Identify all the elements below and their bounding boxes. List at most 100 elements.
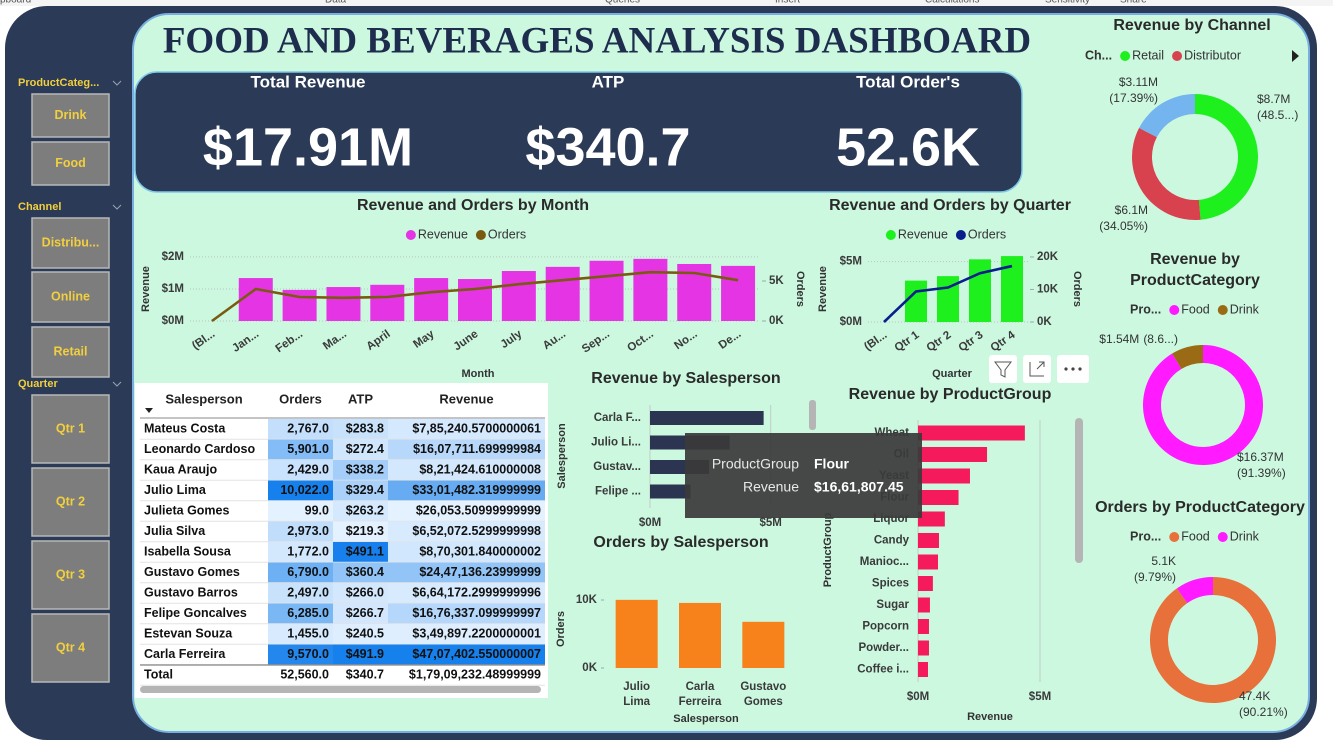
slicer-button[interactable]	[31, 613, 110, 683]
x-tick-label: $5M	[760, 517, 782, 529]
table-cell-bg	[333, 439, 388, 460]
data-label: 47.4K	[1239, 689, 1270, 703]
slicer-button[interactable]	[31, 141, 110, 186]
legend-label: Revenue	[418, 227, 468, 241]
line	[211, 270, 739, 323]
slicer-button[interactable]	[31, 217, 110, 269]
kpi-value: 52.6K	[836, 117, 980, 177]
legend-title: Pro...	[1130, 529, 1161, 543]
slicer-button[interactable]	[31, 271, 110, 323]
slicer-chevron[interactable]	[112, 80, 122, 86]
bar	[679, 602, 721, 668]
table-cell: 1,772.0	[287, 544, 329, 558]
table-cell-bg	[268, 562, 333, 583]
chart-title: Revenue and Orders by Quarter	[829, 197, 1071, 214]
table-cell: $24,47,136.23999999	[419, 565, 541, 579]
slicer-item: Retail	[53, 344, 87, 358]
slicer-item: Food	[55, 156, 86, 170]
slicer-button[interactable]	[31, 467, 110, 537]
legend-marker	[1217, 532, 1228, 542]
table-cell-bg	[268, 583, 333, 603]
x-tick-label-box: Carla Ferreira	[678, 681, 722, 708]
table-cell: $283.8	[346, 421, 384, 435]
table-cell-bg	[388, 439, 545, 460]
slicer-chevron[interactable]	[112, 381, 122, 387]
table-header: Revenue	[439, 391, 493, 406]
table-cell-bg	[333, 562, 388, 583]
chart-title: Orders by ProductCategory	[1095, 499, 1305, 516]
x-tick-label: Gustavo Gomes	[740, 681, 787, 708]
donut-segment	[1143, 345, 1263, 465]
table-cell-bg	[388, 542, 545, 562]
scrollbar[interactable]	[809, 400, 816, 430]
table-cell: $266.7	[346, 606, 384, 620]
ribbon-item: pboard	[0, 0, 31, 6]
legend-title: Pro...	[1130, 302, 1161, 316]
bar	[918, 490, 959, 505]
legend-arrow[interactable]	[1292, 50, 1299, 62]
bar	[918, 447, 988, 462]
table-cell: 1,455.0	[287, 626, 329, 640]
focus-glyph	[1029, 361, 1045, 377]
table-cell: $47,07,402.550000007	[412, 647, 541, 661]
axis-title: Salesperson	[556, 423, 568, 489]
table-cell: 10,022.0	[280, 483, 329, 497]
table-cell-bg	[268, 439, 333, 460]
axis-title: Month	[462, 368, 495, 380]
y-tick-label: Coffee i...	[857, 664, 909, 676]
y-tick-label: Gustav...	[593, 461, 641, 473]
tooltip-value: Flour	[814, 456, 850, 472]
legend: Revenue Orders	[885, 227, 1006, 241]
table-cell: $7,85,240.5700000061	[412, 421, 541, 435]
table-row-label: Leonardo Cardoso	[144, 442, 255, 456]
data-label: $3.11M	[1119, 75, 1158, 89]
filter-icon[interactable]	[989, 355, 1017, 383]
slicer-item: Qtr 3	[56, 567, 85, 581]
y-tick-label: Sugar	[876, 599, 909, 611]
bar	[918, 619, 929, 634]
tooltip-key: ProductGroup	[712, 456, 799, 472]
x-tick-label: Carla Ferreira	[678, 681, 722, 708]
table-cell: $16,07,711.699999984	[413, 442, 541, 456]
line	[883, 264, 1013, 323]
legend-label: Food	[1181, 529, 1210, 543]
slicer-button[interactable]	[31, 326, 110, 378]
slicer-button[interactable]	[31, 93, 110, 138]
bar	[545, 266, 580, 321]
axis-title: ProductGroup	[822, 512, 834, 587]
bar	[905, 280, 927, 322]
table-row-label: Mateus Costa	[144, 421, 226, 435]
axis-title: Revenue	[967, 711, 1013, 723]
dashboard-title: FOOD AND BEVERAGES ANALYSIS DASHBOARD	[163, 20, 1031, 61]
legend-marker	[1217, 305, 1228, 315]
x-tick-label: $0M	[639, 517, 661, 529]
bar	[501, 271, 536, 321]
table-cell: $272.4	[346, 442, 384, 456]
axis-title: Revenue	[140, 266, 152, 312]
slicer-button[interactable]	[31, 540, 110, 610]
table-row-label: Kaua Araujo	[144, 462, 218, 476]
table-cell: $8,21,424.610000008	[419, 462, 541, 476]
ribbon-item: Share	[1120, 0, 1147, 6]
table-scrollbar[interactable]	[140, 686, 541, 693]
scrollbar[interactable]	[1075, 418, 1083, 563]
sort-arrow[interactable]	[145, 408, 153, 413]
data-label: (8.6...)	[1143, 332, 1178, 346]
bar	[918, 468, 970, 484]
y-tick-label: 10K	[576, 594, 598, 606]
table-cell-bg	[388, 419, 545, 439]
bar	[238, 278, 273, 321]
table-header: ATP	[348, 391, 373, 406]
slicer-button[interactable]	[31, 394, 110, 464]
bar	[969, 259, 991, 322]
bar	[721, 265, 756, 321]
y-tick-label: $2M	[162, 251, 184, 263]
slicer-chevron[interactable]	[112, 204, 122, 210]
axis-title: Salesperson	[673, 713, 739, 725]
more-dot	[1064, 367, 1068, 371]
more-dot	[1071, 367, 1075, 371]
table-cell-bg	[333, 419, 388, 439]
table-row-label: Carla Ferreira	[144, 647, 226, 661]
table-cell-bg	[268, 419, 333, 439]
